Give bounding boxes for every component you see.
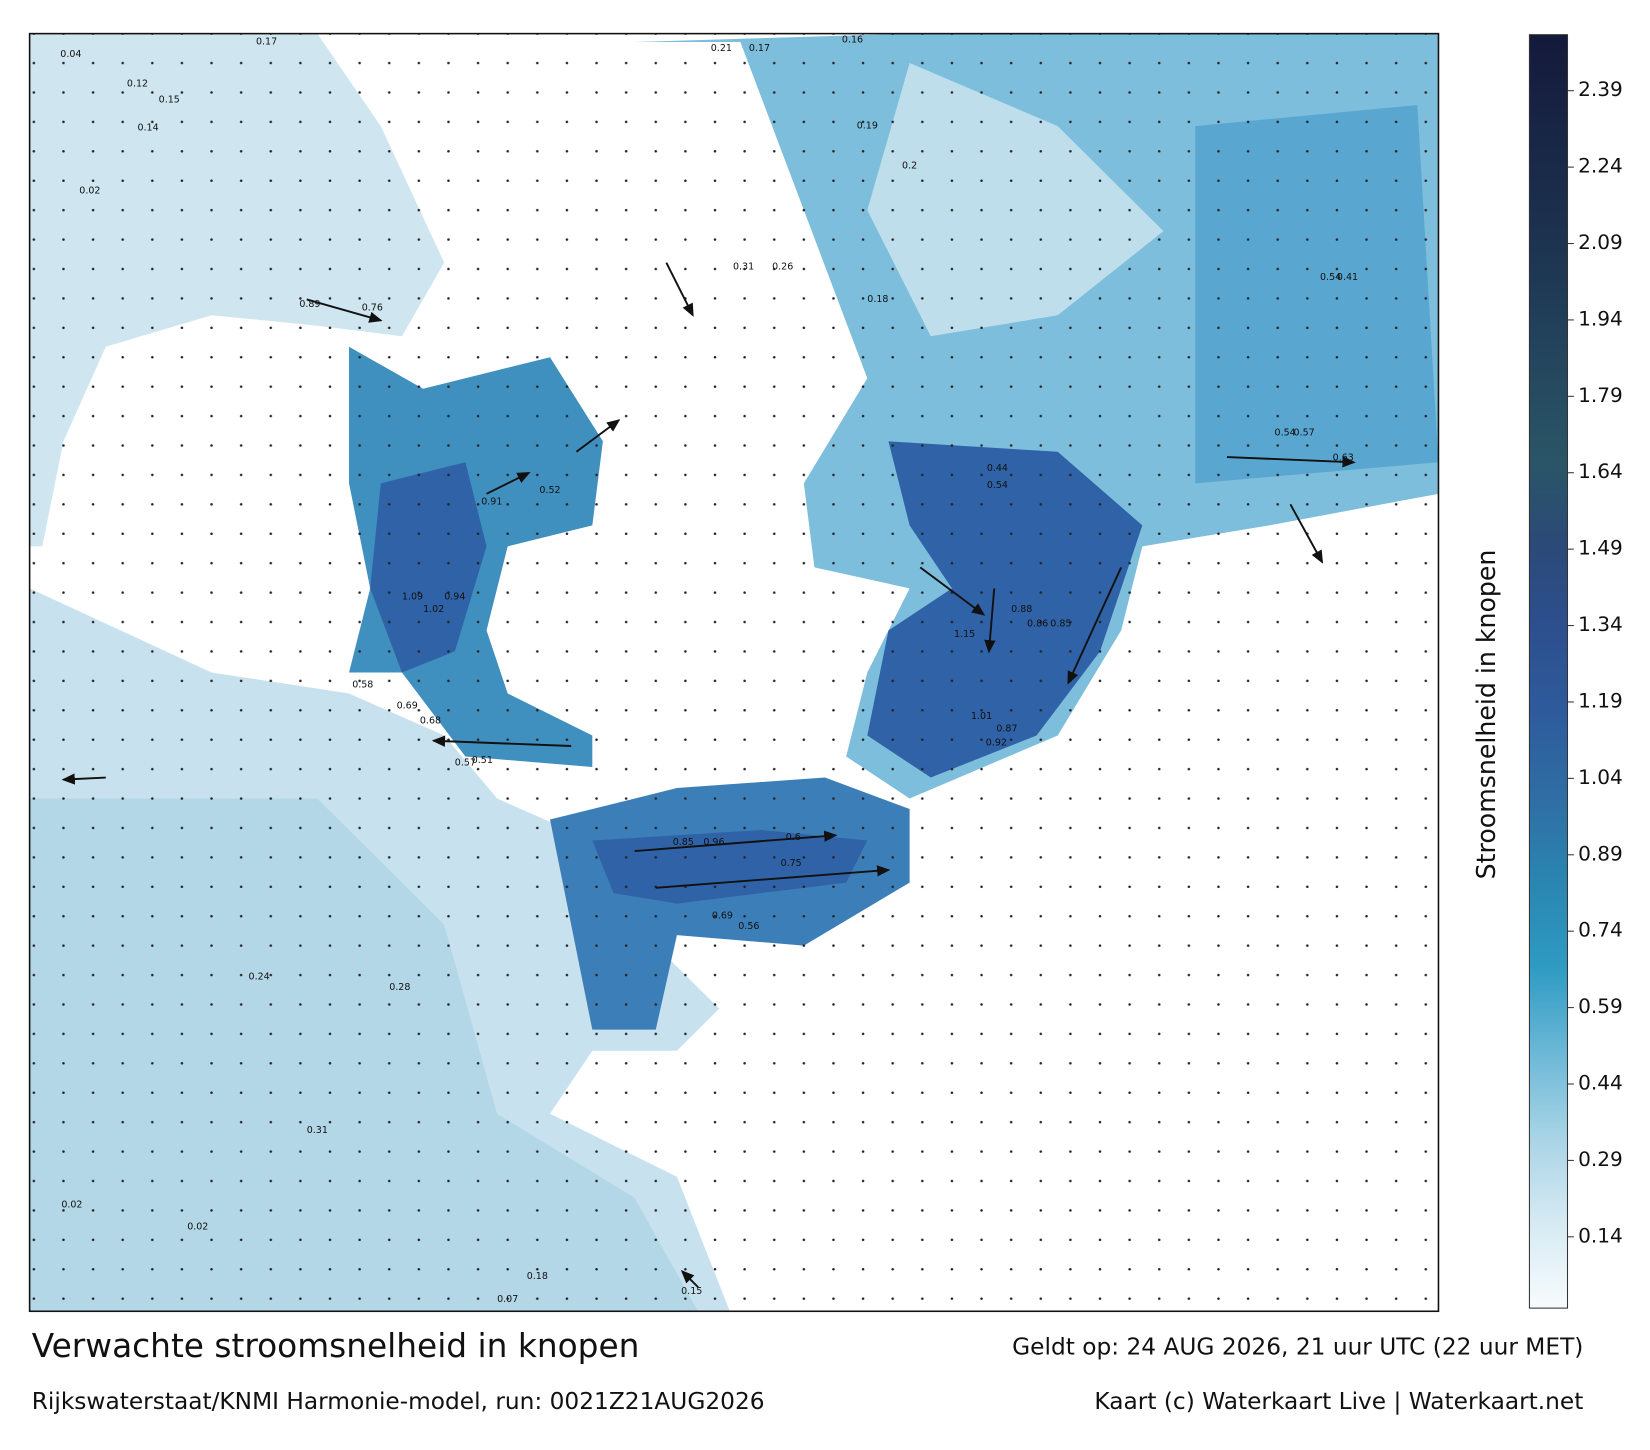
arrow: [575, 419, 621, 453]
current-label: 0.57: [455, 757, 476, 768]
map-area: 0.040.170.120.150.140.020.89 0.760.570.51…: [29, 33, 1439, 1312]
colorbar-tick-label: 2.39: [1578, 77, 1623, 101]
current-label: 0.91: [481, 497, 502, 508]
current-label: 0.41: [1337, 272, 1358, 283]
colorbar-tick-label: 1.64: [1578, 459, 1623, 483]
colorbar-tick-label: 0.14: [1578, 1223, 1623, 1247]
colorbar-fill: [1528, 34, 1569, 1309]
current-label: 0.26: [772, 261, 793, 272]
current-label: 0.02: [61, 1200, 82, 1211]
current-label: 0.02: [79, 186, 100, 197]
current-label: 0.52: [539, 485, 560, 496]
colorbar-tick-label: 1.94: [1578, 306, 1623, 330]
colorbar-tick-label: 2.24: [1578, 154, 1623, 178]
current-label: 0.94: [444, 591, 465, 602]
current-label: 0.17: [256, 37, 277, 48]
colorbar-tick-label: 0.89: [1578, 841, 1623, 865]
current-label: 0.31: [307, 1125, 328, 1136]
current-label: 0.18: [527, 1271, 548, 1282]
colorbar-tick-label: 0.74: [1578, 918, 1623, 942]
current-label: 1.15: [954, 629, 975, 640]
current-label: 0.02: [187, 1222, 208, 1233]
colorbar: 0.14 0.29 0.44 0.59 0.74 0.89 1.04 1.19 1.34 1.49…: [1528, 34, 1623, 1309]
current-label: 0.04: [60, 49, 81, 60]
arrow: [486, 471, 531, 495]
current-label: 0.54: [1275, 427, 1296, 438]
current-labels: 0.040.170.120.150.140.020.89 0.760.570.51…: [60, 34, 1358, 1305]
current-label: 0.24: [249, 972, 270, 983]
arrow: [665, 262, 694, 317]
credit: Kaart (c) Waterkaart Live | Waterkaart.n…: [1094, 1388, 1583, 1415]
current-label: 0.54: [1320, 272, 1341, 283]
arrow: [1289, 503, 1324, 564]
current-label: 0.15: [159, 94, 180, 105]
current-label: 0.68: [420, 715, 441, 726]
arrow: [634, 830, 838, 853]
title: Verwachte stroomsnelheid in knopen: [32, 1327, 640, 1365]
current-label: 0.15: [681, 1286, 702, 1297]
arrow: [680, 1270, 699, 1288]
current-label: 0.51: [472, 755, 493, 766]
current-label: 0.69: [397, 701, 418, 712]
current-label: 1.09: [402, 591, 423, 602]
current-label: 0.16: [842, 34, 863, 45]
colorbar-tick-label: 1.04: [1578, 765, 1623, 789]
arrow: [655, 865, 891, 889]
source: Rijkswaterstaat/KNMI Harmonie-model, run…: [32, 1388, 765, 1415]
current-label: 0.89: [299, 299, 320, 310]
current-label: 0.88: [1011, 604, 1032, 615]
current-label: 0.75: [781, 858, 802, 869]
current-label: 0.85: [1050, 619, 1071, 630]
arrow: [919, 566, 986, 616]
colorbar-tick-label: 1.34: [1578, 612, 1623, 636]
current-label: 0.31: [733, 261, 754, 272]
current-label: 0.28: [389, 982, 410, 993]
current-label: 0.69: [712, 911, 733, 922]
arrow: [431, 735, 572, 747]
current-label: 0.12: [127, 79, 148, 90]
current-label: 0.54: [987, 480, 1008, 491]
current-label: 0.96: [703, 837, 724, 848]
current-label: 0.86: [1027, 619, 1048, 630]
current-label: 0.21: [711, 43, 732, 54]
colorbar-tick-label: 0.59: [1578, 994, 1623, 1018]
current-label: 0.63: [1333, 453, 1354, 464]
colorbar-tick-label: 1.79: [1578, 383, 1623, 407]
current-label: 0.6: [786, 832, 801, 843]
current-label: 0.92: [986, 737, 1007, 748]
vector-grid: [29, 33, 1439, 1312]
current-label: 1.02: [423, 604, 444, 615]
current-label: 1.01: [971, 711, 992, 722]
arrow: [1067, 566, 1123, 685]
arrow: [1226, 456, 1356, 468]
current-arrows: [61, 262, 1356, 1288]
arrow: [306, 298, 383, 323]
current-label: 0.07: [497, 1294, 518, 1305]
map-layer: 0.040.170.120.150.140.020.89 0.760.570.51…: [28, 32, 1623, 1415]
colorbar-label: Stroomsnelheid in knopen: [1472, 550, 1501, 880]
current-label: 0.87: [996, 724, 1017, 735]
colorbar-tick-label: 2.09: [1578, 230, 1623, 254]
current-label: 0.17: [749, 43, 770, 54]
current-label: 0.85: [673, 837, 694, 848]
current-label: 0.76: [362, 302, 383, 313]
current-label: 0.56: [738, 921, 759, 932]
current-label: 0.44: [987, 463, 1008, 474]
current-label: 0.58: [352, 680, 373, 691]
arrow: [984, 588, 996, 654]
current-label: 0.57: [1294, 427, 1315, 438]
arrow: [61, 773, 106, 785]
valid-time: Geldt op: 24 AUG 2026, 21 uur UTC (22 uu…: [1012, 1334, 1583, 1361]
current-label: 0.18: [867, 294, 888, 305]
current-label: 0.2: [902, 161, 917, 172]
colorbar-tick-label: 1.49: [1578, 536, 1623, 560]
current-label: 0.19: [857, 121, 878, 132]
colorbar-tick-label: 1.19: [1578, 689, 1623, 713]
colorbar-tick-label: 0.29: [1578, 1147, 1623, 1171]
map-frame: [28, 32, 1440, 1313]
current-label: 0.14: [137, 123, 158, 134]
colorbar-tick-label: 0.44: [1578, 1071, 1623, 1095]
